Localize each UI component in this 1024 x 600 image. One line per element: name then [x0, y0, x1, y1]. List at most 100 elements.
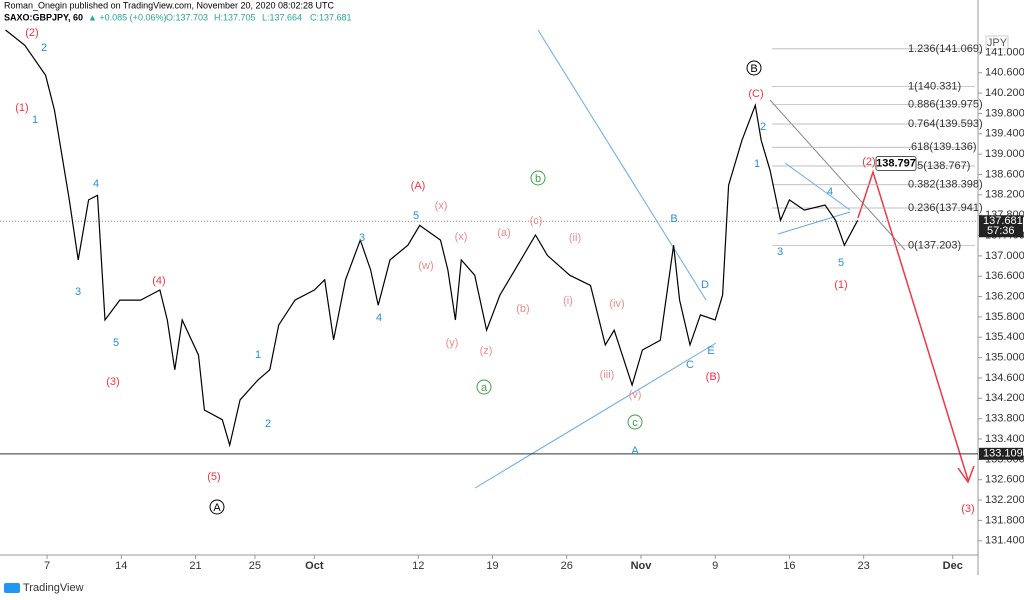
fib-label: 1(140.331) — [908, 80, 961, 92]
wave-label: (i) — [563, 295, 573, 307]
y-tick-label: 138.200 — [985, 189, 1024, 201]
y-tick-label: 135.400 — [985, 331, 1024, 343]
y-tick-label: 136.200 — [985, 290, 1024, 302]
x-tick-label: 21 — [189, 560, 201, 572]
wave-label: (b) — [516, 303, 529, 315]
wave-label: C — [686, 359, 694, 371]
wave-label: 4 — [827, 186, 833, 198]
projection-arrow — [857, 169, 969, 481]
symbol: SAXO:GBPJPY, 60 — [4, 12, 83, 22]
wave-circle — [746, 60, 762, 76]
open: O:137.703 — [166, 12, 208, 22]
wave-label: B — [750, 63, 757, 75]
wave-circle — [476, 379, 492, 395]
y-tick-label: 140.600 — [985, 67, 1024, 79]
wave-label: B — [670, 213, 677, 225]
wave-label: (iv) — [609, 298, 624, 310]
x-tick-label: 12 — [412, 560, 424, 572]
y-tick-label: 139.400 — [985, 128, 1024, 140]
y-tick-label: 134.600 — [985, 372, 1024, 384]
y-tick-label: 135.000 — [985, 352, 1024, 364]
author-line: Roman_Onegin published on TradingView.co… — [4, 0, 335, 10]
wave-label: (4) — [152, 275, 165, 287]
wave-label: (1) — [834, 279, 847, 291]
trendline — [474, 342, 717, 489]
y-tick-label: 138.600 — [985, 168, 1024, 180]
y-tick-label: 132.600 — [985, 474, 1024, 486]
triangle-line — [777, 211, 851, 235]
wave-circle — [209, 499, 225, 515]
wave-label: (C) — [748, 88, 763, 100]
wave-label: A — [213, 502, 221, 514]
arrow-head — [957, 465, 975, 484]
triangle-line — [784, 162, 851, 211]
fib-label: 0(137.203) — [908, 239, 961, 251]
target-box — [875, 155, 917, 171]
wave-label: (c) — [530, 215, 543, 227]
y-tick-label: 141.000 — [985, 46, 1024, 58]
last-price-label: 137.681 — [983, 215, 1023, 227]
fib-label: 0.886(139.975) — [908, 98, 983, 110]
support-label: 133.109 — [983, 448, 1023, 460]
wave-label: A — [631, 445, 639, 457]
countdown: 57:36 — [987, 225, 1015, 237]
wave-label: 4 — [93, 178, 99, 190]
y-tick-label: 134.200 — [985, 392, 1024, 404]
x-tick-label: 7 — [44, 560, 50, 572]
wave-label: 3 — [75, 286, 81, 298]
wave-label: 2 — [265, 418, 271, 430]
y-tick-label: 135.800 — [985, 311, 1024, 323]
wave-circle — [627, 414, 643, 430]
wave-label: (x) — [455, 231, 468, 243]
y-tick-label: 131.800 — [985, 514, 1024, 526]
logo — [4, 583, 20, 593]
wave-label: b — [535, 173, 541, 185]
y-tick-label: 133.400 — [985, 433, 1024, 445]
wave-label: (1) — [15, 102, 28, 114]
wave-label: (iii) — [600, 369, 615, 381]
wave-label: (v) — [629, 389, 642, 401]
fib-diagonal — [769, 99, 906, 251]
x-tick-label: Nov — [631, 560, 653, 572]
x-tick-label: 19 — [486, 560, 498, 572]
y-tick-label: 131.400 — [985, 535, 1024, 547]
high: H:137.705 — [214, 12, 256, 22]
wave-label: E — [707, 345, 714, 357]
wave-label: D — [701, 279, 709, 291]
x-tick-label: Oct — [305, 560, 324, 572]
x-tick-label: 23 — [858, 560, 870, 572]
currency: JPY — [987, 37, 1008, 49]
wave-label: (A) — [411, 180, 426, 192]
x-tick-label: 9 — [712, 560, 718, 572]
wave-circle — [530, 170, 546, 186]
x-tick-label: Dec — [943, 560, 963, 572]
wave-label: 3 — [777, 246, 783, 258]
wave-label: (3) — [106, 376, 119, 388]
wave-label: 1 — [255, 349, 261, 361]
fib-label: 0.236(137.941) — [908, 202, 983, 214]
price-line — [5, 29, 859, 448]
last-price-box — [979, 215, 1023, 238]
y-tick-label: 137.000 — [985, 250, 1024, 262]
footer: TradingView — [23, 582, 84, 594]
wave-label: (y) — [446, 337, 459, 349]
wave-label: 5 — [838, 257, 844, 269]
support-box — [979, 447, 1023, 460]
wave-label: 5 — [413, 210, 419, 222]
wave-label: (a) — [497, 227, 510, 239]
y-tick-label: 139.000 — [985, 148, 1024, 160]
y-tick-label: 136.600 — [985, 270, 1024, 282]
wave-label: (B) — [706, 371, 721, 383]
fib-label: 0.5(138.767) — [908, 160, 970, 172]
wave-label: (z) — [480, 345, 493, 357]
wave-label: a — [481, 382, 488, 394]
wave-label: (5) — [207, 471, 220, 483]
wave-label: 1 — [754, 158, 760, 170]
wave-label: (w) — [418, 260, 433, 272]
close: C:137.681 — [310, 12, 352, 22]
wave-label: 2 — [41, 42, 47, 54]
wave-label: c — [632, 417, 638, 429]
x-tick-label: 25 — [249, 560, 261, 572]
low: L:137.664 — [262, 12, 302, 22]
